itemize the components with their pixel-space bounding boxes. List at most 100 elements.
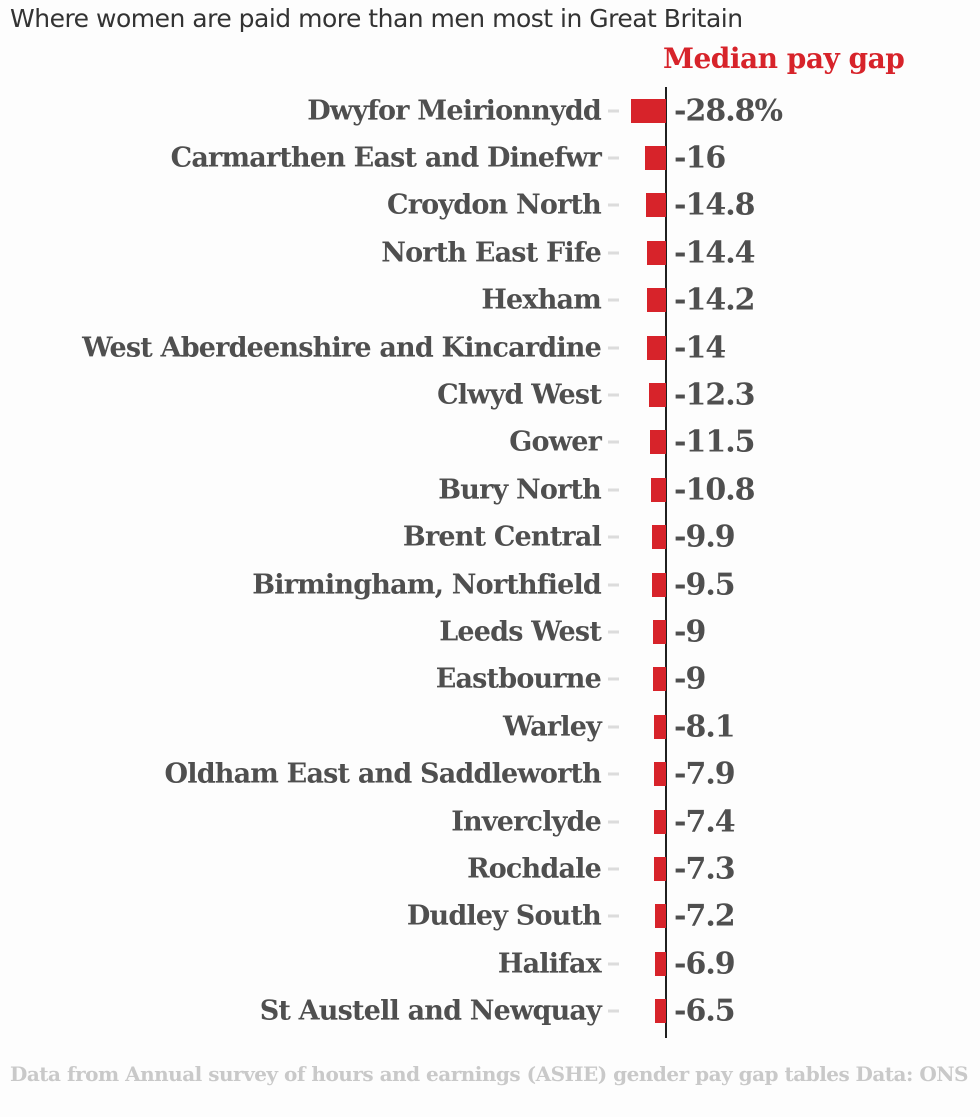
bar-segment [645, 146, 666, 171]
value-label: -7.4 [674, 804, 736, 840]
category-label: Leeds West [439, 616, 602, 648]
category-tick-mark [608, 488, 619, 492]
value-label: -28.8% [674, 93, 783, 129]
category-tick-mark [608, 867, 619, 871]
bar-row: North East Fife -14.4 [0, 229, 980, 276]
bar-segment [653, 619, 666, 644]
bar-segment [649, 383, 666, 408]
category-tick-mark [608, 298, 619, 302]
category-tick-mark [608, 1009, 619, 1013]
value-label: -14.4 [674, 235, 756, 271]
bar-row: Birmingham, Northfield -9.5 [0, 561, 980, 608]
bar-row: Halifax -6.9 [0, 940, 980, 987]
value-label: -9 [674, 614, 706, 650]
bar-row: Inverclyde -7.4 [0, 798, 980, 845]
footer-source-note: Data from Annual survey of hours and ear… [10, 1062, 850, 1086]
bar-row: Carmarthen East and Dinefwr -16 [0, 134, 980, 181]
value-label: -7.2 [674, 898, 736, 934]
bar-segment [654, 714, 666, 739]
bar-segment [631, 98, 666, 123]
value-label: -16 [674, 140, 726, 176]
bar-segment [652, 525, 666, 550]
category-label: Brent Central [402, 521, 602, 553]
value-label: -7.9 [674, 756, 736, 792]
value-label: -6.9 [674, 946, 736, 982]
value-label: -9.9 [674, 519, 736, 555]
category-label: Rochdale [467, 853, 602, 885]
bar-row: Rochdale -7.3 [0, 845, 980, 892]
bar-rows-container: Dwyfor Meirionnydd -28.8% Carmarthen East … [0, 87, 980, 1035]
category-tick-mark [608, 203, 619, 207]
value-label: -8.1 [674, 709, 736, 745]
category-tick-mark [608, 962, 619, 966]
category-tick-mark [608, 820, 619, 824]
bar-row: Oldham East and Saddleworth -7.9 [0, 750, 980, 797]
category-label: West Aberdeenshire and Kincardine [82, 332, 602, 364]
bar-row: St Austell and Newquay -6.5 [0, 987, 980, 1034]
value-label: -12.3 [674, 377, 756, 413]
category-label: Eastbourne [435, 663, 602, 695]
category-tick-mark [608, 156, 619, 160]
bar-segment [655, 951, 666, 976]
bar-row: Hexham -14.2 [0, 277, 980, 324]
category-tick-mark [608, 440, 619, 444]
category-label: Gower [509, 426, 602, 458]
category-label: Warley [502, 711, 602, 743]
value-label: -9 [674, 661, 706, 697]
bar-row: Leeds West -9 [0, 608, 980, 655]
bar-segment [654, 762, 666, 787]
category-label: Bury North [438, 474, 602, 506]
bar-row: Clwyd West -12.3 [0, 371, 980, 418]
bar-row: Warley -8.1 [0, 703, 980, 750]
bar-row: Dwyfor Meirionnydd -28.8% [0, 87, 980, 134]
category-label: Carmarthen East and Dinefwr [170, 142, 602, 174]
category-label: Dwyfor Meirionnydd [307, 95, 602, 127]
bar-row: Eastbourne -9 [0, 656, 980, 703]
value-label: -10.8 [674, 472, 756, 508]
bar-row: Croydon North -14.8 [0, 182, 980, 229]
category-label: Croydon North [387, 189, 602, 221]
category-tick-mark [608, 725, 619, 729]
category-tick-mark [608, 346, 619, 350]
bar-segment [652, 572, 666, 597]
category-label: Inverclyde [451, 806, 602, 838]
value-label: -7.3 [674, 851, 736, 887]
bar-segment [655, 999, 666, 1024]
footer: Data from Annual survey of hours and ear… [10, 1062, 968, 1086]
bar-segment [653, 667, 666, 692]
category-tick-mark [608, 109, 619, 113]
category-label: Birmingham, Northfield [252, 569, 602, 601]
category-tick-mark [608, 583, 619, 587]
category-label: Dudley South [406, 900, 602, 932]
category-label: Hexham [481, 284, 601, 316]
value-label: -14.8 [674, 187, 756, 223]
category-label: Clwyd West [437, 379, 602, 411]
bar-row: Dudley South -7.2 [0, 893, 980, 940]
category-tick-mark [608, 630, 619, 634]
bar-row: West Aberdeenshire and Kincardine -14 [0, 324, 980, 371]
category-tick-mark [608, 677, 619, 681]
legend-median-pay-gap: Median pay gap [663, 42, 905, 75]
axis-baseline [665, 87, 667, 1038]
bar-row: Gower -11.5 [0, 419, 980, 466]
category-label: Halifax [497, 948, 602, 980]
bar-segment [651, 477, 666, 502]
category-label: North East Fife [381, 237, 602, 269]
bar-segment [647, 288, 666, 313]
bar-row: Brent Central -9.9 [0, 514, 980, 561]
category-tick-mark [608, 393, 619, 397]
category-label: St Austell and Newquay [259, 995, 602, 1027]
chart-title: Where women are paid more than men most … [10, 4, 743, 33]
bar-segment [655, 904, 666, 929]
category-tick-mark [608, 772, 619, 776]
value-label: -6.5 [674, 993, 736, 1029]
category-tick-mark [608, 914, 619, 918]
bar-row: Bury North -10.8 [0, 466, 980, 513]
bar-segment [646, 193, 666, 218]
bar-segment [654, 856, 666, 881]
value-label: -14 [674, 330, 726, 366]
category-tick-mark [608, 251, 619, 255]
bar-segment [647, 240, 666, 265]
bar-segment [647, 335, 666, 360]
